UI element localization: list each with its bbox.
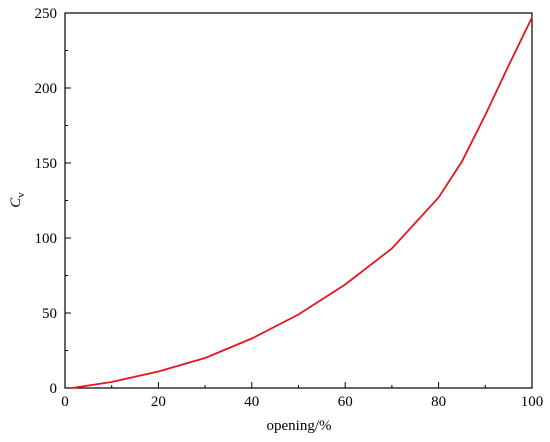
- data-line: [71, 17, 533, 389]
- x-tick-label: 40: [244, 394, 259, 410]
- y-label-sub: v: [15, 192, 27, 198]
- y-tick-label: 150: [35, 156, 58, 172]
- y-tick-label: 250: [35, 6, 58, 22]
- x-axis-label: opening/%: [267, 418, 332, 434]
- x-tick-label: 0: [61, 394, 69, 410]
- plot-frame: [64, 12, 533, 389]
- x-tick-label: 20: [151, 394, 166, 410]
- x-tick-label: 60: [338, 394, 353, 410]
- y-label-main: C: [8, 197, 24, 208]
- x-tick-label: 100: [521, 394, 544, 410]
- y-tick-label: 50: [42, 306, 57, 322]
- x-tick-label: 80: [431, 394, 446, 410]
- y-tick-label: 200: [35, 81, 58, 97]
- y-axis-label: Cv: [8, 192, 27, 208]
- y-tick-label: 100: [35, 231, 58, 247]
- y-tick-label: 0: [50, 381, 58, 397]
